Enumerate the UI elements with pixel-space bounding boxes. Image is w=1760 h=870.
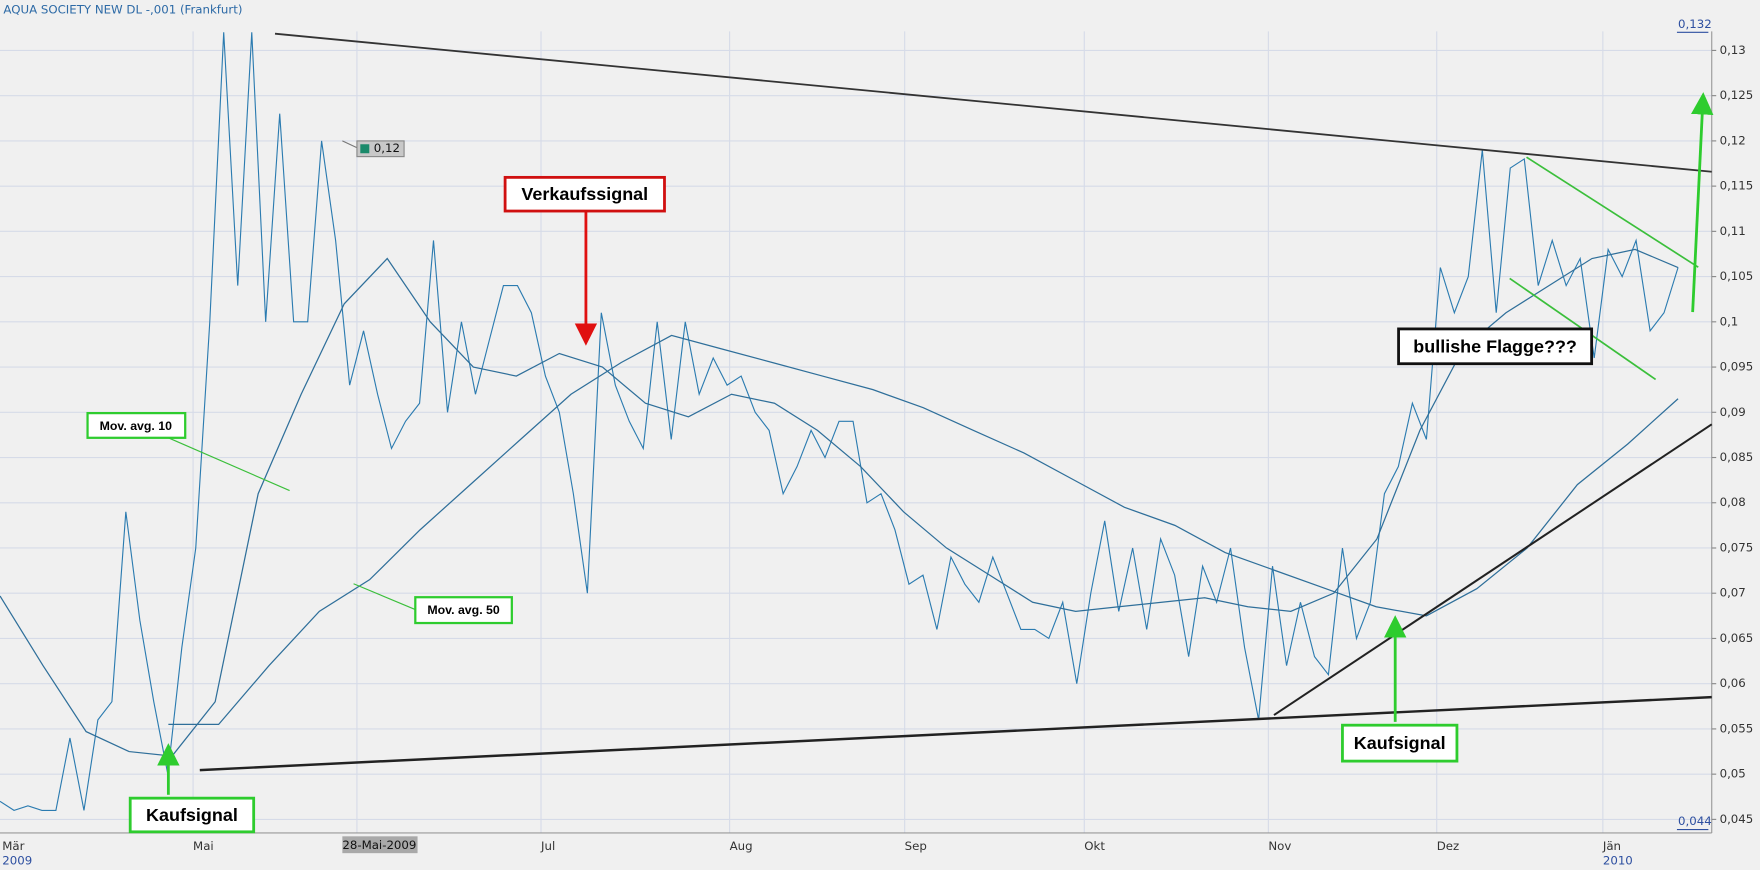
y-tick-label: 0,115 [1720,179,1754,193]
y-tick-label: 0,085 [1720,450,1754,464]
series-label: Mov. avg. 10 [100,419,173,433]
y-tick-label: 0,125 [1720,88,1754,102]
marker-swatch [360,144,370,154]
trend-line [274,32,1712,173]
year-label: 2009 [2,854,32,868]
x-tick-label: Jän [1602,839,1621,853]
annotation-box [503,175,666,213]
annotation-box [1341,723,1459,763]
y-tick-label: 0,08 [1720,495,1746,509]
marker-label: 0,12 [374,141,400,155]
pointer [353,583,416,611]
x-tick-label: Jul [540,839,555,853]
annotation-box [128,796,256,834]
annotation: Verkaufssignal [521,184,648,204]
x-tick-label: Mai [193,839,214,853]
x-tick-label: Nov [1268,839,1291,853]
x-tick-label: Aug [730,839,753,853]
range-label: 0,132 [1678,17,1712,31]
series-label: Mov. avg. 50 [427,603,500,617]
trend-line [1273,423,1713,716]
y-tick-label: 0,07 [1720,586,1746,600]
y-tick-label: 0,12 [1720,133,1746,147]
trend-line [199,695,1712,772]
annotation: Kaufsignal [1354,733,1446,753]
cursor-box [342,836,418,854]
y-tick-label: 0,095 [1720,360,1754,374]
series-line [0,32,1679,812]
range-label: 0,044 [1678,814,1712,828]
annotation: Kaufsignal [146,805,238,825]
x-tick-label: Sep [905,839,927,853]
y-tick-label: 0,05 [1720,767,1746,781]
y-tick-label: 0,11 [1720,224,1746,238]
arrow [1691,92,1714,313]
y-tick-label: 0,1 [1720,314,1739,328]
x-tick-label: Okt [1084,839,1105,853]
year-label: 2010 [1603,854,1633,868]
y-tick-label: 0,065 [1720,631,1754,645]
series-label-box [86,411,187,439]
chart-title: AQUA SOCIETY NEW DL -,001 (Frankfurt) [3,3,242,17]
y-tick-label: 0,09 [1720,405,1746,419]
pointer [168,437,290,492]
series-line [168,334,1679,726]
series-line [0,248,1679,757]
annotation: bullishe Flagge??? [1413,337,1577,357]
x-tick-label: Dez [1437,839,1459,853]
y-tick-label: 0,075 [1720,540,1754,554]
y-tick-label: 0,06 [1720,676,1746,690]
y-tick-label: 0,105 [1720,269,1754,283]
y-tick-label: 0,055 [1720,721,1754,735]
x-tick-label: Mär [2,839,24,853]
cursor-label: 28-Mai-2009 [342,838,416,852]
series-label-box [414,596,513,625]
y-tick-label: 0,13 [1720,43,1746,57]
y-tick-label: 0,045 [1720,812,1754,826]
flag-line [1526,156,1699,268]
annotation-box [1397,327,1594,366]
